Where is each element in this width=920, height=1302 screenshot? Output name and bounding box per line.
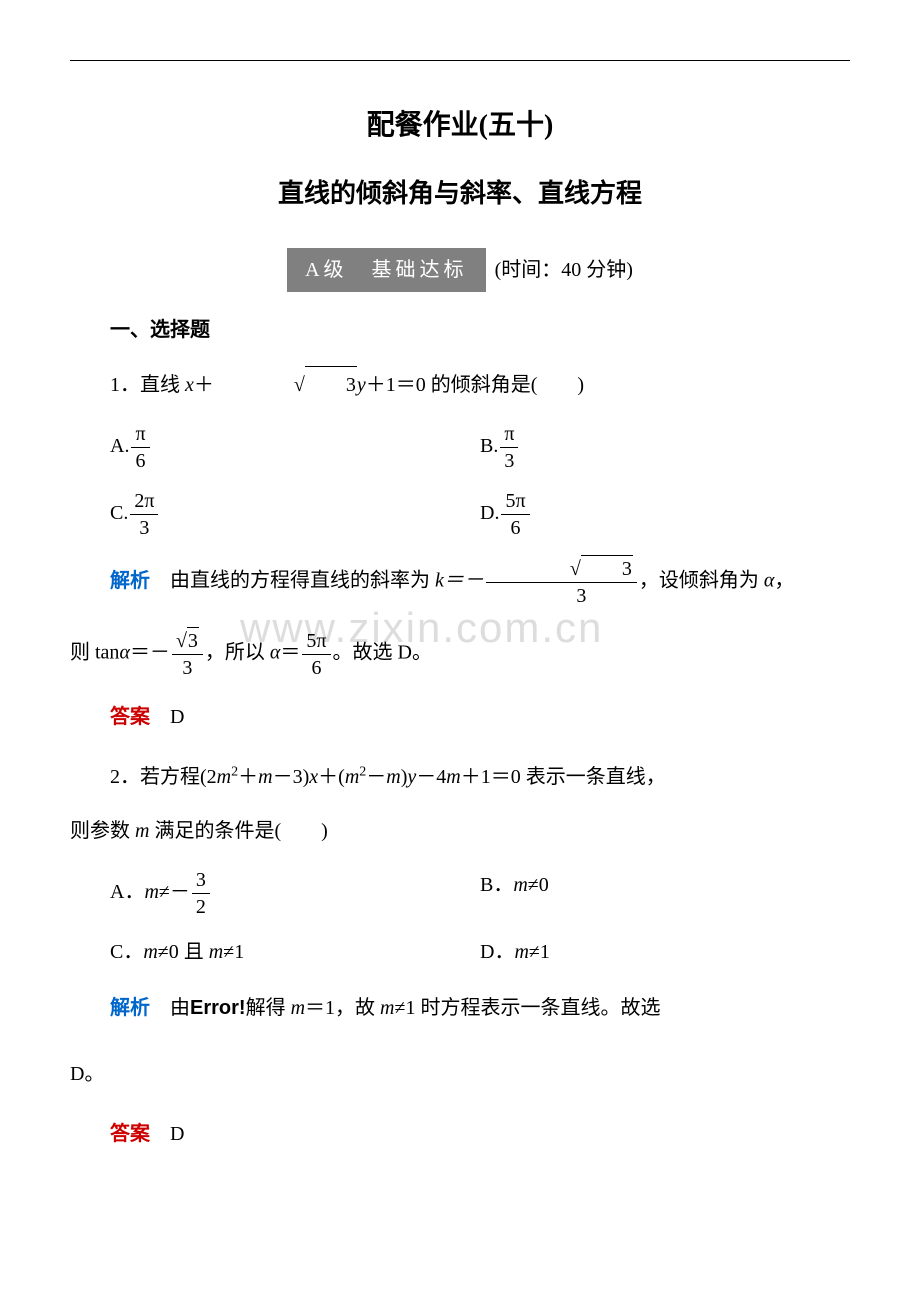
q1-text: 1．直线 x＋√3y＋1＝0 的倾斜角是( ): [70, 366, 850, 403]
question-2: 2．若方程(2m2＋m－3)x＋(m2－m)y－4m＋1＝0 表示一条直线， 则…: [70, 759, 850, 1152]
answer-label: 答案: [110, 706, 150, 728]
question-1: 1．直线 x＋√3y＋1＝0 的倾斜角是( ) A.π6 B.π3 C.2π3 …: [70, 366, 850, 735]
q1-prefix: 1．直线: [110, 374, 185, 396]
q1-analysis-line2: 则 tanα＝－√33，所以 α＝5π6。故选 D。: [70, 627, 850, 681]
time-note: (时间：40 分钟): [495, 259, 633, 281]
q2-option-d: D．m≠1: [480, 934, 850, 970]
q1-analysis: 解析由直线的方程得直线的斜率为 k＝－√33，设倾斜角为 α，: [70, 555, 850, 609]
analysis-label: 解析: [110, 997, 150, 1019]
error-text: Error!: [190, 997, 246, 1019]
q2-option-c: C．m≠0 且 m≠1: [110, 934, 480, 970]
level-badge: A级 基础达标: [287, 248, 485, 292]
q1-options-row2: C.2π3 D.5π6: [70, 488, 850, 541]
main-title: 配餐作业(五十): [70, 101, 850, 151]
q1-options-row1: A.π6 B.π3: [70, 421, 850, 474]
q1-option-d: D.5π6: [480, 488, 850, 541]
q1-option-c: C.2π3: [110, 488, 480, 541]
q2-answer: 答案D: [70, 1116, 850, 1152]
q2-option-a: A．m≠－32: [110, 867, 480, 920]
q1-option-b: B.π3: [480, 421, 850, 474]
q2-analysis-line2: D。: [70, 1050, 850, 1098]
q1-option-a: A.π6: [110, 421, 480, 474]
section-heading: 一、选择题: [70, 312, 850, 348]
level-row: A级 基础达标 (时间：40 分钟): [70, 248, 850, 292]
q1-plus: ＋: [194, 374, 214, 396]
q2-options-row1: A．m≠－32 B．m≠0: [70, 867, 850, 920]
q1-y: y: [357, 374, 366, 396]
q1-answer: 答案D: [70, 699, 850, 735]
analysis-label: 解析: [110, 570, 150, 592]
q2-analysis: 解析由Error!解得 m＝1，故 m≠1 时方程表示一条直线。故选: [70, 984, 850, 1032]
top-rule: [70, 60, 850, 61]
sqrt-icon: √3: [214, 366, 357, 403]
q2-options-row2: C．m≠0 且 m≠1 D．m≠1: [70, 934, 850, 970]
q2-text: 2．若方程(2m2＋m－3)x＋(m2－m)y－4m＋1＝0 表示一条直线，: [70, 759, 850, 795]
q2-text-line2: 则参数 m 满足的条件是( ): [70, 813, 850, 849]
q1-x: x: [185, 374, 194, 396]
q1-suffix: ＋1＝0 的倾斜角是( ): [366, 374, 584, 396]
sub-title: 直线的倾斜角与斜率、直线方程: [70, 171, 850, 218]
answer-label: 答案: [110, 1123, 150, 1145]
q2-option-b: B．m≠0: [480, 867, 850, 920]
page-container: { "colors": { "text": "#000000", "backgr…: [70, 60, 850, 1152]
